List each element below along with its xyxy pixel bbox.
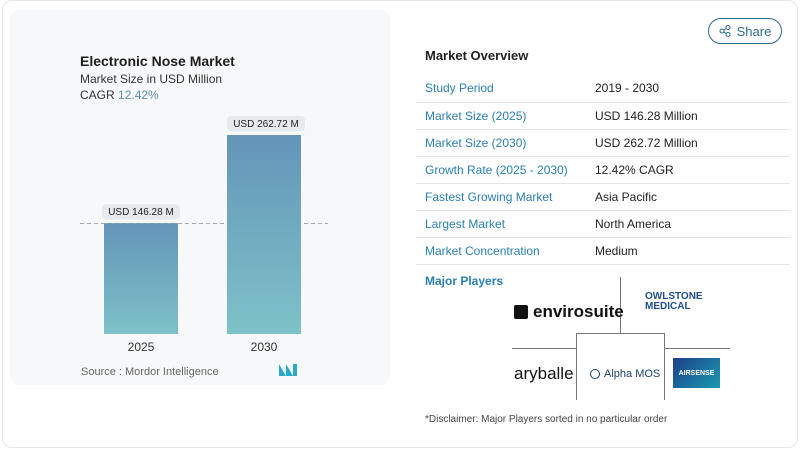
divider — [512, 348, 576, 349]
chart-subtitle: Market Size in USD Million — [80, 72, 223, 86]
data-label-bg — [227, 116, 305, 131]
row-label: Fastest Growing Market — [416, 183, 586, 211]
bar-2025 — [104, 223, 178, 334]
logo-owlstone: OWLSTONE MEDICAL — [645, 291, 703, 312]
x-tick-label: 2025 — [128, 340, 155, 354]
logo-alpha-mos: Alpha MOS — [590, 368, 660, 380]
overview-table: Study Period 2019 - 2030 Market Size (2025… — [416, 75, 790, 265]
row-label: Largest Market — [416, 210, 586, 238]
cagr: CAGR 12.42% — [80, 88, 159, 102]
logo-airsense: AIRSENSE — [673, 358, 720, 388]
bar-2030 — [227, 135, 301, 334]
table-row: Market Size (2025) USD 146.28 Million — [416, 102, 790, 130]
row-value: Asia Pacific — [586, 183, 790, 211]
overview-title: Market Overview — [425, 48, 529, 63]
table-row: Study Period 2019 - 2030 — [416, 75, 790, 103]
data-label: USD 262.72 M — [233, 119, 299, 130]
row-label: Growth Rate (2025 - 2030) — [416, 156, 586, 184]
source-text: Source : Mordor Intelligence — [81, 366, 219, 378]
table-row: Market Size (2030) USD 262.72 Million — [416, 129, 790, 157]
cagr-value: 12.42% — [118, 88, 159, 102]
chart-card — [10, 10, 390, 385]
mordor-logo — [279, 364, 297, 376]
table-row: Fastest Growing Market Asia Pacific — [416, 183, 790, 211]
divider — [664, 348, 730, 349]
logo-envirosuite: envirosuite — [514, 302, 624, 322]
logo-box — [576, 333, 665, 400]
major-players-title: Major Players — [425, 274, 504, 288]
logo-aryballe: aryballe — [514, 364, 574, 383]
cagr-label: CAGR — [80, 88, 115, 102]
row-label: Market Concentration — [416, 237, 586, 265]
share-button[interactable]: Share — [708, 18, 782, 44]
table-row: Largest Market North America — [416, 210, 790, 238]
row-value: 2019 - 2030 — [586, 75, 790, 103]
row-value: USD 146.28 Million — [586, 102, 790, 130]
share-icon — [719, 25, 731, 37]
data-label-bg — [102, 204, 180, 220]
row-label: Study Period — [416, 75, 586, 103]
row-value: 12.42% CAGR — [586, 156, 790, 184]
row-value: North America — [586, 210, 790, 238]
disclaimer: *Disclaimer: Major Players sorted in no … — [425, 414, 668, 425]
row-label: Market Size (2025) — [416, 102, 586, 130]
x-tick-label: 2030 — [251, 340, 278, 354]
row-label: Market Size (2030) — [416, 129, 586, 157]
data-label: USD 146.28 M — [108, 207, 174, 218]
table-row: Market Concentration Medium — [416, 237, 790, 265]
divider — [620, 277, 621, 333]
bar-chart: USD 146.28 M 2025 USD 262.72 M 2030 — [80, 116, 328, 354]
row-value: USD 262.72 Million — [586, 129, 790, 157]
table-row: Growth Rate (2025 - 2030) 12.42% CAGR — [416, 156, 790, 184]
share-label: Share — [736, 23, 772, 39]
row-value: Medium — [586, 237, 790, 265]
chart-title: Electronic Nose Market — [80, 53, 235, 69]
